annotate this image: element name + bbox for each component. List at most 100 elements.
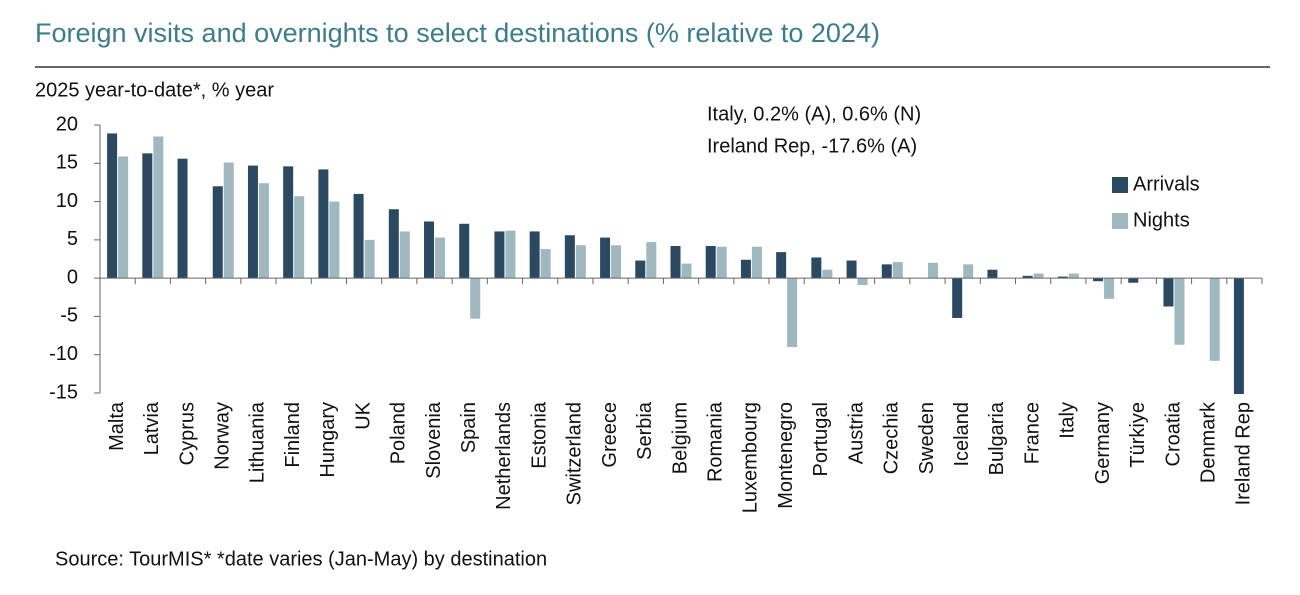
bar [892,262,903,279]
x-tick-label: Montenegro [775,402,797,509]
bar [505,230,516,279]
bar [1163,278,1174,307]
x-tick-label: Sweden [916,402,938,474]
y-tick-label: -10 [49,343,78,365]
bar [223,162,234,279]
bar [283,166,294,279]
x-tick-label: Ireland Rep [1233,402,1255,505]
x-tick-label: Finland [282,402,304,468]
bar [1093,278,1104,282]
bar [118,156,129,279]
x-tick-label: Switzerland [564,402,586,505]
annotation: Italy, 0.2% (A), 0.6% (N) [707,103,921,125]
x-tick-label: France [1021,402,1043,464]
bar [1057,276,1068,279]
bar [963,264,974,279]
y-tick-label: 5 [67,228,78,250]
x-tick-label: Croatia [1162,401,1184,466]
bar [494,231,505,279]
bar [846,260,857,279]
y-tick-label: -5 [60,305,78,327]
bar [435,237,446,279]
bar [353,193,364,279]
x-tick-label: Luxembourg [740,402,762,513]
bar [881,264,892,279]
y-tick-label: -15 [49,381,78,403]
bar [399,231,410,279]
bar [811,257,822,279]
legend-swatch [1112,177,1128,193]
bar [1233,278,1244,394]
chart-title: Foreign visits and overnights to select … [35,18,880,48]
bar [635,260,646,279]
bar [364,239,375,279]
bar [177,158,188,279]
bar [716,246,727,279]
bar [388,209,399,279]
y-tick-label: 15 [56,152,78,174]
bar [424,221,435,279]
x-tick-label: Czechia [881,401,903,474]
bar [1104,278,1115,299]
bar [681,263,692,279]
bar [1022,275,1033,279]
bar [470,278,481,319]
bar [751,246,762,279]
x-tick-label: Norway [212,402,234,470]
bar [529,231,540,279]
bar [705,245,716,279]
x-tick-label: Belgium [669,402,691,474]
bar [318,169,329,279]
x-tick-label: Denmark [1197,401,1219,483]
bar [1128,278,1139,283]
bar [459,223,470,279]
bar [294,196,305,279]
x-tick-label: Bulgaria [986,401,1008,475]
bar [822,269,833,279]
bar [329,201,340,279]
bar [600,237,611,279]
legend-label: Nights [1133,209,1190,231]
bar [247,165,258,279]
bar [142,153,153,279]
bar [1174,278,1185,345]
x-tick-label: Estonia [528,401,550,469]
legend-label: Arrivals [1133,173,1200,195]
x-tick-label: Hungary [317,402,339,478]
bar [1068,273,1079,279]
x-tick-label: Italy [1057,402,1079,439]
annotation: Ireland Rep, -17.6% (A) [707,135,917,157]
bar [153,136,164,279]
bar [787,278,798,348]
bar [927,262,938,279]
bar [857,278,868,286]
bar [258,183,269,279]
bar [740,259,751,279]
x-tick-label: Serbia [634,401,656,460]
x-tick-label: Poland [388,402,410,464]
x-tick-label: Lithuania [247,401,269,483]
x-tick-label: Austria [845,401,867,464]
x-tick-label: Malta [106,401,128,451]
bar [611,245,622,279]
bar [540,249,551,279]
bar [107,133,118,279]
x-tick-label: Cyprus [176,402,198,465]
x-tick-label: Latvia [141,401,163,455]
y-tick-label: 20 [56,113,78,135]
x-tick-label: Portugal [810,402,832,477]
bar [670,245,681,279]
bar [987,269,998,279]
legend-swatch [1112,213,1128,229]
y-tick-label: 10 [56,190,78,212]
bar [646,242,657,279]
x-tick-label: Slovenia [423,401,445,479]
bar [575,245,586,279]
y-axis-label: 2025 year-to-date*, % year [35,79,274,101]
bar [1209,278,1220,361]
bar [564,235,575,279]
x-tick-label: Greece [599,402,621,468]
x-tick-label: Germany [1092,402,1114,484]
x-tick-label: UK [352,401,374,429]
